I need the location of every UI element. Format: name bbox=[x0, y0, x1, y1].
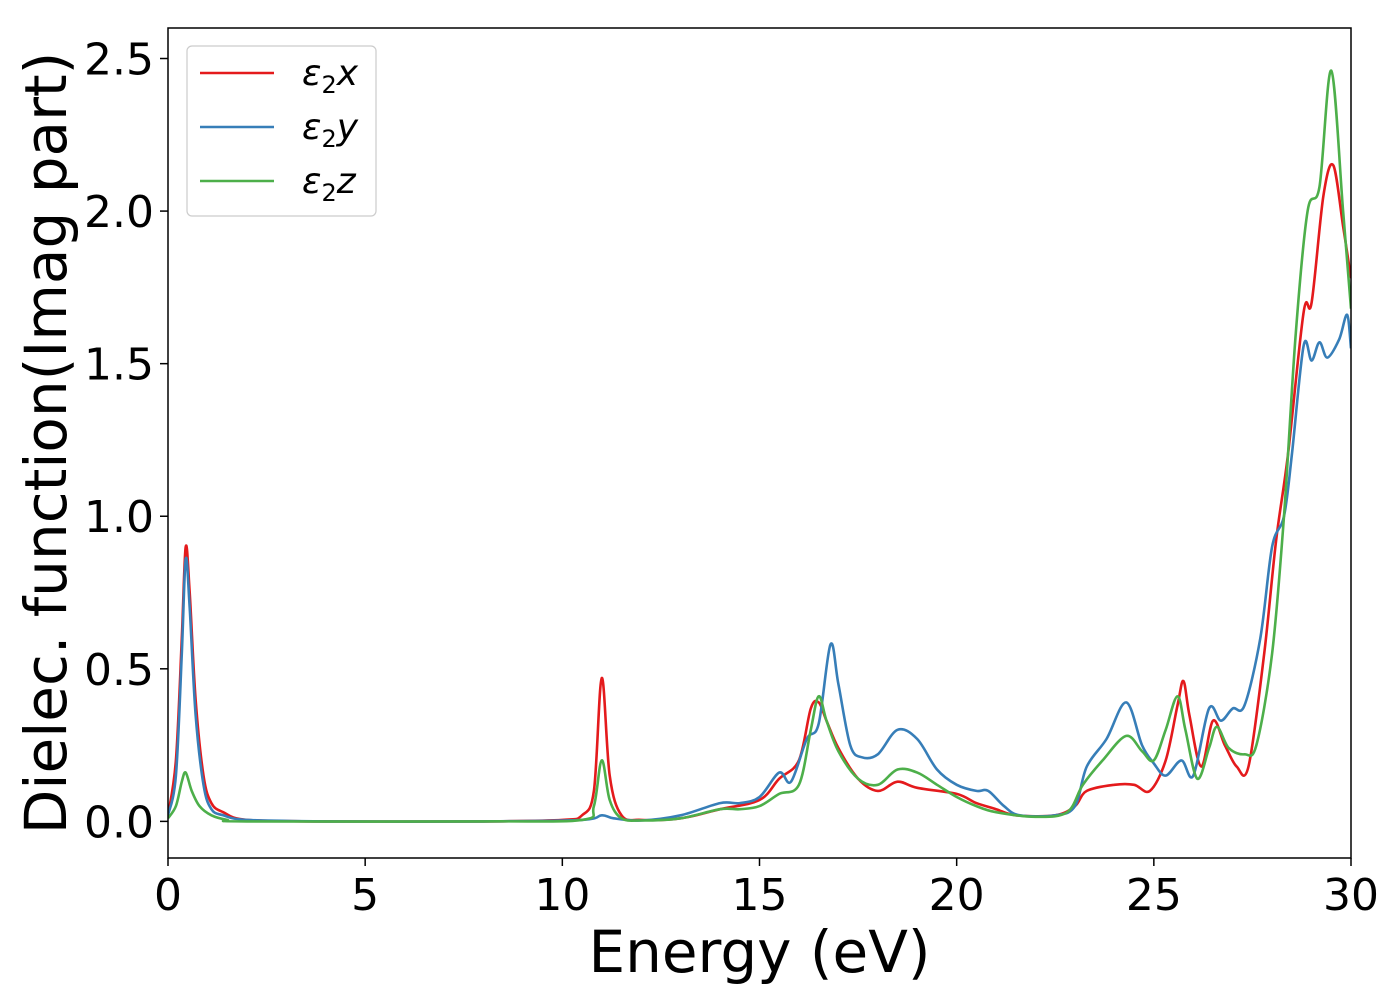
plot-frame bbox=[167, 27, 1352, 859]
y-tick-label: 0.5 bbox=[84, 645, 154, 696]
legend-label-2: ε2y bbox=[302, 107, 359, 153]
legend-box bbox=[186, 45, 377, 217]
y-axis: 0.0 0.5 1.0 1.5 2.0 2.5 bbox=[84, 35, 168, 848]
plot-area bbox=[168, 69, 1351, 823]
x-axis: 0 5 10 15 20 25 30 bbox=[154, 858, 1379, 921]
y-tick-label: 2.5 bbox=[84, 35, 154, 86]
x-tick-label: 30 bbox=[1323, 870, 1379, 921]
y-tick-label: 2.0 bbox=[84, 187, 154, 238]
y-tick-label: 1.5 bbox=[84, 340, 154, 391]
x-axis-label: Energy (eV) bbox=[588, 918, 930, 986]
x-tick-label: 25 bbox=[1126, 870, 1182, 921]
legend-label-3: ε2z bbox=[302, 161, 357, 207]
legend: ε2x ε2y ε2z bbox=[186, 45, 377, 217]
x-tick-label: 20 bbox=[929, 870, 985, 921]
y-axis-label: Dielec. function(Imag part) bbox=[12, 52, 80, 835]
x-tick-label: 5 bbox=[351, 870, 379, 921]
series-line-3 bbox=[168, 69, 1351, 823]
legend-label-1: ε2x bbox=[302, 53, 359, 99]
x-tick-label: 0 bbox=[154, 870, 182, 921]
y-tick-label: 1.0 bbox=[84, 492, 154, 543]
x-tick-label: 15 bbox=[732, 870, 788, 921]
x-tick-label: 10 bbox=[534, 870, 590, 921]
y-tick-label: 0.0 bbox=[84, 797, 154, 848]
